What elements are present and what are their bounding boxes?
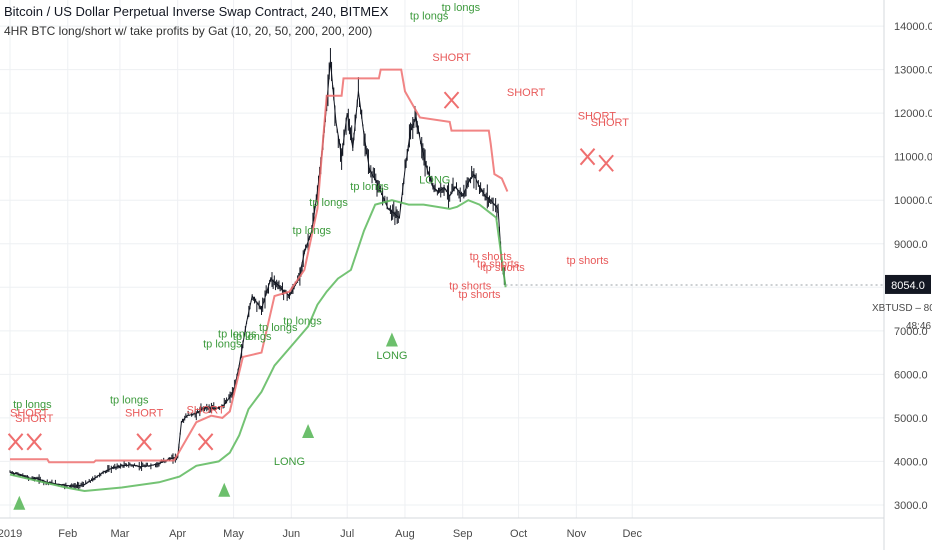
y-tick-label: 14000.0	[894, 21, 932, 33]
long-signal-label: LONG	[419, 175, 450, 187]
short-signal-label: SHORT	[125, 408, 164, 420]
x-tick-label: Feb	[58, 528, 77, 540]
bar-countdown: 48:46	[906, 321, 931, 332]
indicator-lines	[9, 68, 509, 493]
long-signal-label: tp longs	[218, 328, 257, 340]
last-price-value: 8054.0	[891, 280, 925, 292]
short-signal-cross	[7, 433, 24, 451]
short-signal-label: SHORT	[10, 408, 49, 420]
x-tick-label: Aug	[395, 528, 415, 540]
y-tick-label: 7000.0	[894, 326, 928, 338]
y-tick-label: 9000.0	[894, 239, 928, 251]
x-tick-label: Nov	[567, 528, 587, 540]
x-tick-label: Dec	[622, 528, 642, 540]
long-signal-label: tp longs	[203, 338, 242, 350]
short-signal-label: SHORT	[591, 117, 630, 129]
short-signal-label: SHORT	[186, 405, 225, 417]
y-tick-label: 3000.0	[894, 500, 928, 512]
price-path	[9, 48, 507, 490]
long-signal-triangle	[218, 482, 231, 497]
long-signal-label: tp longs	[13, 399, 52, 411]
symbol-price-label: XBTUSD – 8010.5	[872, 303, 932, 314]
short-signal-label: SHORT	[15, 413, 54, 425]
short-signal-label: SHORT	[432, 52, 471, 64]
short-signal-cross	[443, 91, 460, 109]
short-signal-cross	[26, 433, 42, 451]
short-signal-label: tp shorts	[566, 255, 609, 267]
long-signal-triangle	[302, 423, 315, 438]
chart-title: Bitcoin / US Dollar Perpetual Inverse Sw…	[4, 4, 389, 19]
x-tick-label: Jun	[282, 528, 300, 540]
y-tick-label: 5000.0	[894, 413, 928, 425]
long-signal-label: tp longs	[442, 2, 481, 14]
short-signal-label: tp shorts	[458, 289, 501, 301]
last-price-badge	[885, 274, 931, 294]
x-tick-label: Mar	[110, 528, 129, 540]
long-signal-label: tp longs	[259, 322, 298, 334]
x-tick-label: May	[223, 528, 244, 540]
x-tick-label: Jul	[340, 528, 354, 540]
y-tick-label: 10000.0	[894, 195, 932, 207]
long-signal-label: LONG	[274, 456, 305, 468]
short-signal-label: SHORT	[507, 87, 546, 99]
long-signal-triangle	[385, 332, 398, 347]
long-signal-label: LONG	[376, 350, 407, 362]
short-signal-label: tp shorts	[449, 280, 492, 292]
short-signal-cross	[598, 154, 614, 172]
y-tick-label: 13000.0	[894, 65, 932, 77]
x-tick-label: Apr	[169, 528, 186, 540]
long-signal-triangle	[13, 495, 26, 510]
long-signal-label: tp longs	[233, 331, 272, 343]
long-signal-label: tp longs	[110, 395, 149, 407]
y-tick-label: 12000.0	[894, 108, 932, 120]
long-signal-label: tp longs	[283, 315, 322, 327]
short-signal-cross	[197, 433, 214, 451]
y-tick-label: 6000.0	[894, 369, 928, 381]
y-tick-label: 11000.0	[894, 152, 932, 164]
short-signal-label: SHORT	[578, 111, 617, 123]
long-signal-label: tp longs	[410, 11, 449, 23]
long-band-line	[9, 199, 507, 493]
x-tick-label: Oct	[510, 528, 527, 540]
long-signal-label: tp longs	[309, 197, 348, 209]
grid	[0, 0, 884, 518]
short-signal-cross	[136, 433, 152, 451]
short-signal-label: tp shorts	[477, 258, 520, 270]
short-signal-label: tp shorts	[470, 251, 513, 263]
price-line	[9, 60, 507, 487]
long-signal-label: tp longs	[350, 181, 389, 193]
short-signal-cross	[579, 148, 596, 166]
short-band-line	[10, 68, 509, 464]
signal-markers	[7, 91, 614, 510]
x-tick-label: Sep	[453, 528, 473, 540]
long-signal-label: tp longs	[293, 225, 332, 237]
short-signal-label: tp shorts	[483, 262, 526, 274]
y-tick-label: 4000.0	[894, 456, 928, 468]
x-tick-label: 2019	[0, 528, 22, 540]
indicator-subtitle[interactable]: 4HR BTC long/short w/ take profits by Ga…	[4, 24, 373, 38]
